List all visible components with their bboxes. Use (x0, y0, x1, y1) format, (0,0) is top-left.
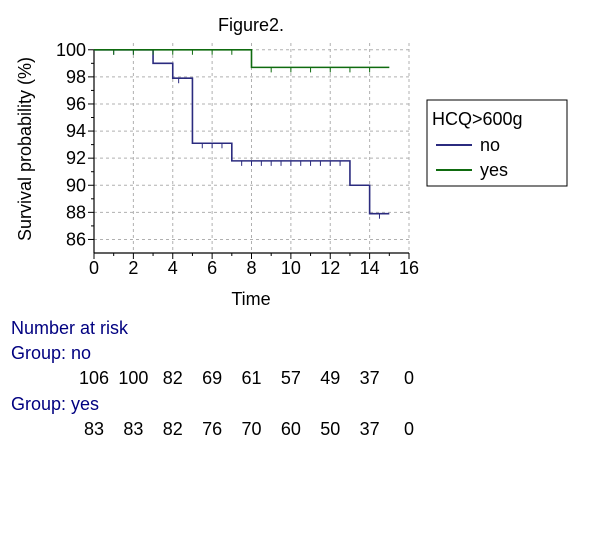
legend-title: HCQ>600g (432, 109, 523, 129)
y-tick-label: 86 (66, 229, 86, 249)
y-tick-label: 92 (66, 148, 86, 168)
y-tick-label: 94 (66, 121, 86, 141)
x-tick-label: 16 (399, 258, 419, 278)
legend-label-yes: yes (480, 160, 508, 180)
grid (94, 43, 410, 253)
x-axis-label: Time (231, 289, 270, 309)
x-tick-label: 6 (207, 258, 217, 278)
y-tick-label: 98 (66, 67, 86, 87)
x-tick-label: 4 (168, 258, 178, 278)
survival-curve-yes (94, 48, 390, 69)
axes: 0 2 4 6 8 10 12 14 16 86 88 90 92 94 96 98 100 (56, 40, 419, 278)
chart-title: Figure2. (218, 15, 284, 35)
x-tick-label: 10 (281, 258, 301, 278)
legend: HCQ>600g no yes (426, 99, 568, 187)
legend-label-no: no (480, 135, 500, 155)
x-tick-label: 14 (360, 258, 380, 278)
x-tick-label: 12 (320, 258, 340, 278)
y-tick-label: 88 (66, 202, 86, 222)
y-tick-label: 100 (56, 40, 86, 60)
y-tick-label: 96 (66, 94, 86, 114)
x-tick-label: 8 (246, 258, 256, 278)
y-tick-label: 90 (66, 175, 86, 195)
y-axis-label: Survival probability (%) (15, 57, 35, 241)
survival-curve-no (94, 48, 390, 215)
series (94, 48, 390, 219)
x-tick-label: 0 (89, 258, 99, 278)
legend-box (426, 99, 568, 187)
x-tick-label: 2 (128, 258, 138, 278)
